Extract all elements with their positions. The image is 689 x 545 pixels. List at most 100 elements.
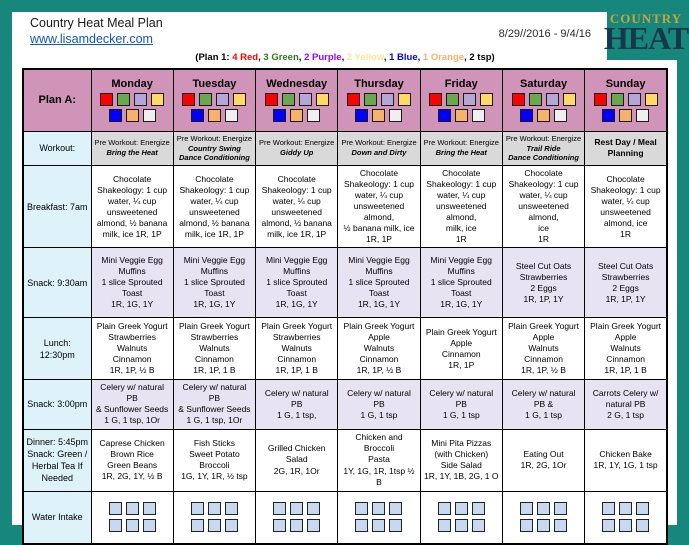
water-checkbox (307, 502, 321, 516)
day-name: Thursday (354, 78, 404, 91)
water-saturday (501, 490, 586, 545)
breakfast-monday: Chocolate Shakeology: 1 cup water, ¼ cup… (90, 164, 174, 249)
workout-monday: Pre Workout: Energize Bring the Heat (90, 130, 174, 166)
water-checkbox (190, 519, 204, 533)
container-square (627, 93, 641, 107)
website-link[interactable]: www.lisamdecker.com (30, 32, 153, 46)
dinner-row: Dinner: 5:45pm Snack: Green / Herbal Tea… (22, 428, 668, 492)
water-checkbox (454, 519, 468, 533)
container-square (610, 93, 624, 107)
workout-name: Bring the Heat (435, 148, 487, 158)
day-header-sunday: Sunday (584, 68, 668, 132)
snack-pm-thursday: Celery w/ natural PB 1 G, 1 tsp (337, 379, 421, 430)
day-header-saturday: Saturday (501, 68, 586, 132)
snack-am-tuesday: Mini Veggie Egg Muffins 1 slice Sprouted… (172, 247, 257, 319)
lunch-row: Lunch: 12:30pm Plain Greek Yogurt Strawb… (22, 317, 668, 381)
container-square (429, 93, 443, 107)
workout-wednesday: Pre Workout: Energize Giddy Up (255, 130, 339, 166)
swatch-row (273, 109, 321, 123)
container-square (554, 109, 568, 123)
breakfast-thursday: Chocolate Shakeology: 1 cup water, ¼ cup… (337, 164, 421, 249)
water-checkbox (207, 519, 221, 533)
water-checkbox (142, 519, 156, 533)
water-checkbox-grid (190, 502, 238, 533)
day-header-tuesday: Tuesday (172, 68, 257, 132)
container-square (437, 109, 451, 123)
water-intake-row-label: Water Intake (22, 490, 92, 545)
morning-snack-row-label: Snack: 9:30am (22, 247, 92, 319)
legend-segment: 3 Green (263, 52, 299, 63)
container-square (182, 93, 196, 107)
container-square (471, 109, 485, 123)
water-checkbox-grid (520, 502, 568, 533)
container-swatches (587, 93, 664, 123)
dinner-sunday: Chicken Bake 1R, 1Y, 1G, 1 tsp (584, 428, 668, 492)
swatch-row (429, 93, 494, 107)
document-page: Country Heat Meal Plan www.lisamdecker.c… (12, 12, 677, 545)
container-square (224, 109, 238, 123)
container-square (281, 93, 295, 107)
container-square (537, 109, 551, 123)
container-swatches (423, 93, 500, 123)
snack-am-thursday: Mini Veggie Egg Muffins 1 slice Sprouted… (337, 247, 421, 319)
breakfast-row: Breakfast: 7am Chocolate Shakeology: 1 c… (22, 164, 668, 249)
water-checkbox (108, 519, 122, 533)
legend-segment: 4 Red (232, 52, 259, 63)
water-checkbox-grid (355, 502, 403, 533)
legend-segment: , (417, 52, 423, 63)
water-checkbox (307, 519, 321, 533)
container-square (125, 109, 139, 123)
container-square (363, 93, 377, 107)
container-square (562, 93, 576, 107)
workout-name: Trail Ride Dance Conditioning (508, 143, 579, 163)
water-checkbox (520, 519, 534, 533)
meal-plan-table: Plan A: Monday Tuesday Wednesday Thursda… (22, 68, 668, 545)
day-header-friday: Friday (419, 68, 503, 132)
lunch-thursday: Plain Greek Yogurt Apple Walnuts Cinnamo… (337, 317, 421, 381)
water-checkbox (207, 502, 221, 516)
legend-segment: 1 Orange (422, 52, 465, 63)
water-checkbox (125, 519, 139, 533)
container-square (463, 93, 477, 107)
legend-segment: 2 Purple (304, 52, 342, 63)
workout-name: Rest Day / Meal Planning (594, 137, 657, 159)
snack-am-friday: Mini Veggie Egg Muffins 1 slice Sprouted… (419, 247, 503, 319)
water-checkbox (290, 519, 304, 533)
afternoon-snack-row-label: Snack: 3:00pm (22, 379, 92, 430)
water-checkbox (273, 502, 287, 516)
snack-am-wednesday: Mini Veggie Egg Muffins 1 slice Sprouted… (255, 247, 339, 319)
breakfast-friday: Chocolate Shakeology: 1 cup water, ¼ cup… (419, 164, 503, 249)
container-swatches (94, 93, 171, 123)
workout-name: Giddy Up (280, 148, 314, 158)
plan-a-label: Plan A: (22, 68, 92, 132)
container-square (397, 93, 411, 107)
lunch-monday: Plain Greek Yogurt Strawberries Walnuts … (90, 317, 174, 381)
water-wednesday (255, 490, 339, 545)
container-square (142, 109, 156, 123)
water-checkbox (602, 502, 616, 516)
water-checkbox (619, 502, 633, 516)
container-square (151, 93, 165, 107)
container-square (216, 93, 230, 107)
swatch-row (108, 109, 156, 123)
container-square (545, 93, 559, 107)
date-range: 8/29//2016 - 9/4/16 (498, 28, 591, 40)
snack-pm-tuesday: Celery w/ natural PB & Sunflower Seeds 1… (172, 379, 257, 430)
legend-segment: 1 Blue (389, 52, 418, 63)
water-checkbox (636, 502, 650, 516)
swatch-row (264, 93, 329, 107)
container-square (446, 93, 460, 107)
water-tuesday (172, 490, 257, 545)
swatch-row (593, 93, 658, 107)
day-name: Monday (111, 78, 153, 91)
preworkout-text: Pre Workout: Energize (341, 138, 417, 148)
container-square (190, 109, 204, 123)
legend-segment: 2 tsp) (469, 52, 495, 63)
country-heat-logo: COUNTRY HEAT (604, 4, 689, 60)
container-square (619, 109, 633, 123)
preworkout-text: Pre Workout: Energize (94, 138, 170, 148)
water-friday (419, 490, 503, 545)
container-swatches (176, 93, 253, 123)
water-checkbox (437, 502, 451, 516)
day-name: Tuesday (192, 78, 237, 91)
